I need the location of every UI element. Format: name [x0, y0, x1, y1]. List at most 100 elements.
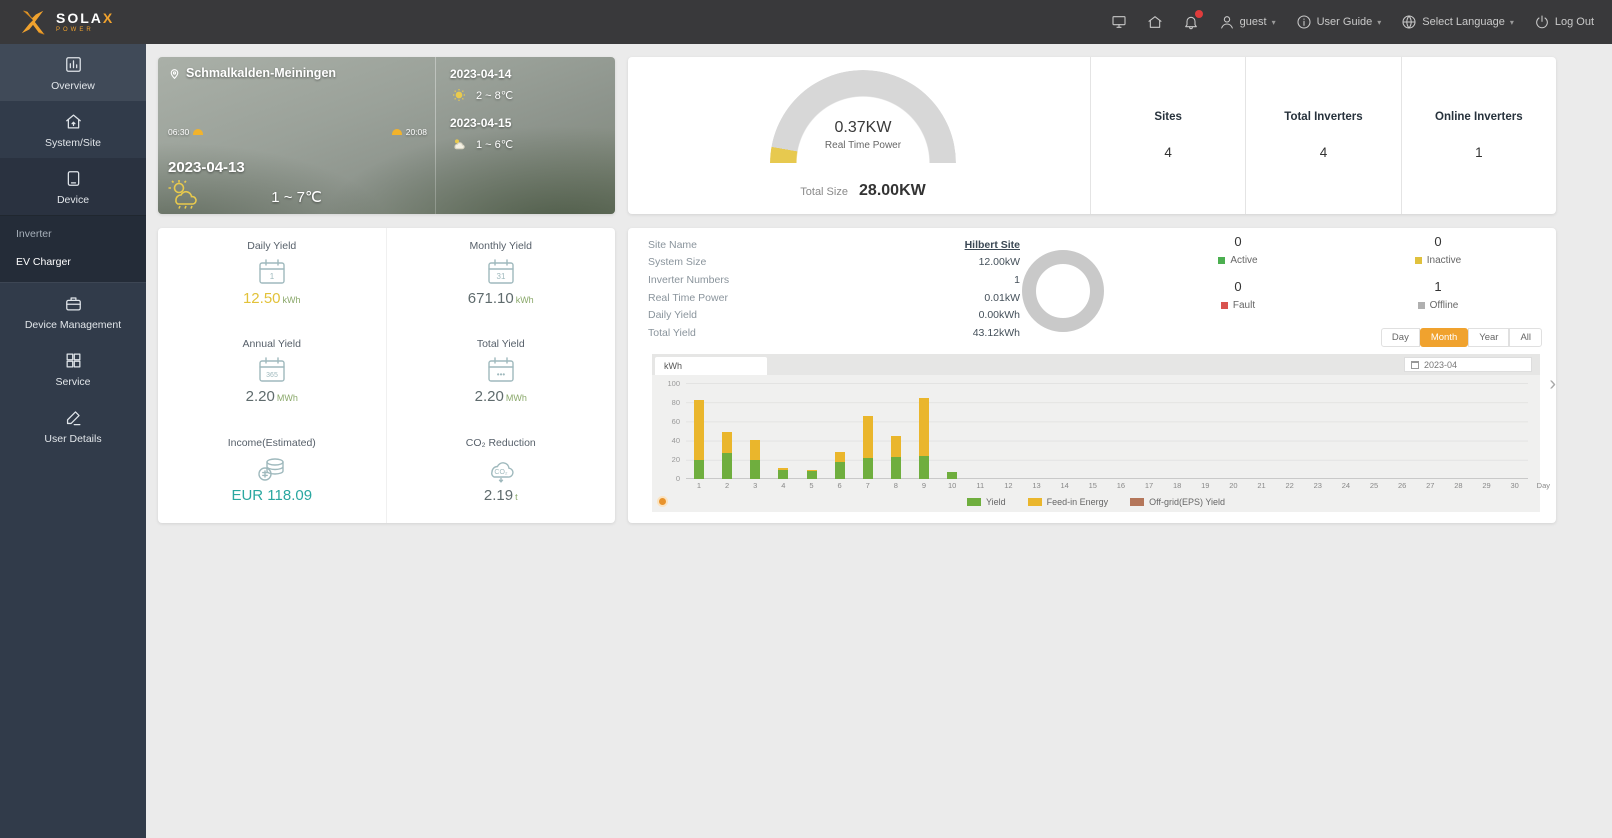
yield-value: 671.10 kWh	[387, 290, 616, 307]
tab-all[interactable]: All	[1509, 328, 1542, 347]
date-picker[interactable]: 2023-04	[1404, 357, 1532, 372]
topbar: SOLAX POWER guest ▾ User Guide ▾ Select …	[0, 0, 1612, 44]
legend-text: Feed-in Energy	[1046, 497, 1109, 507]
status-donut-chart	[1022, 250, 1104, 332]
bar-day-9	[919, 383, 929, 479]
logout-button[interactable]: Log Out	[1534, 14, 1594, 30]
status-label: Fault	[1220, 300, 1256, 311]
bar-day-12	[1003, 383, 1013, 479]
sunrise-sunset: 06:30 20:08	[168, 127, 427, 137]
bar-day-20	[1228, 383, 1238, 479]
x-tick-label: 26	[1397, 481, 1407, 490]
slider-handle-icon[interactable]	[657, 496, 668, 507]
chart-legend: Yield Feed-in Energy Off-grid(EPS) Yield	[652, 497, 1540, 507]
bar-day-21	[1257, 383, 1267, 479]
device-management-icon	[64, 294, 83, 313]
site-info-row: Daily Yield 0.00kWh	[648, 306, 1020, 324]
stat-value: 4	[1319, 145, 1328, 160]
sidebar-item-user-details[interactable]: User Details	[0, 397, 146, 454]
sidebar-item-service[interactable]: Service	[0, 340, 146, 397]
user-guide-menu[interactable]: User Guide ▾	[1296, 14, 1382, 30]
sidebar-item-device[interactable]: Device	[0, 158, 146, 216]
legend-color-square	[1130, 498, 1145, 506]
legend-text: Off-grid(EPS) Yield	[1149, 497, 1226, 507]
yield-label: Total Yield	[476, 338, 525, 351]
stat-value: 4	[1164, 145, 1172, 160]
site-info-value: 0.01kW	[984, 291, 1020, 304]
bar-day-30	[1510, 383, 1520, 479]
sidebar-item-label: User Details	[44, 433, 102, 445]
yield-cell-daily-yield: Daily Yield 1 12.50 kWh	[158, 228, 387, 327]
svg-text:31: 31	[496, 272, 505, 281]
tab-day[interactable]: Day	[1380, 328, 1420, 347]
bar-day-8	[890, 383, 901, 479]
summary-card: 0.37KW Real Time Power Total Size 28.00K…	[628, 57, 1556, 214]
bar-segment-yield	[919, 455, 929, 479]
sidebar-item-overview[interactable]: Overview	[0, 44, 146, 101]
brand-logo[interactable]: SOLAX POWER	[18, 7, 114, 37]
next-chevron-icon[interactable]: ›	[1549, 373, 1556, 395]
x-tick-label: 10	[947, 481, 957, 490]
tab-year[interactable]: Year	[1468, 328, 1510, 347]
site-info-label: Real Time Power	[648, 291, 728, 304]
chevron-down-icon: ▾	[1377, 17, 1382, 27]
site-info-row: System Size 12.00kW	[648, 254, 1020, 272]
submenu-item-ev-charger[interactable]: EV Charger	[16, 256, 71, 268]
y-axis: 100 80 60 40 20 0	[660, 379, 680, 483]
site-name-link[interactable]: Hilbert Site	[964, 238, 1020, 251]
site-info-label: Total Yield	[648, 326, 696, 339]
topbar-menu: guest ▾ User Guide ▾ Select Language ▾ L…	[1111, 10, 1594, 30]
yield-number: 12.50	[242, 290, 281, 307]
bar-day-6	[834, 383, 845, 479]
plot-area	[686, 383, 1528, 479]
weather-date: 2023-04-13	[168, 159, 245, 176]
sidebar: Overview System/Site Device Inverter EV Char…	[0, 44, 146, 838]
y-tick-label: 80	[671, 398, 680, 407]
sunset-time: 20:08	[388, 127, 427, 137]
legend-color-square	[1027, 498, 1042, 506]
forecast-row: 2023-04-14 2 ~ 8℃	[450, 67, 514, 102]
bar-day-13	[1032, 383, 1042, 479]
status-text: Fault	[1232, 300, 1256, 311]
unit-tab[interactable]: kWh	[655, 357, 767, 375]
sunrise-icon	[193, 129, 204, 135]
user-menu[interactable]: guest ▾	[1219, 14, 1276, 30]
yield-cell-income-estimated-: Income(Estimated) EUR 118.09	[158, 424, 387, 523]
status-text: Active	[1230, 255, 1258, 266]
legend-item-yield: Yield	[966, 497, 1006, 507]
y-tick-label: 20	[671, 455, 680, 464]
yield-unit: t	[515, 491, 518, 502]
status-color-square	[1220, 302, 1228, 309]
bar-day-3	[750, 383, 761, 479]
submenu-item-inverter[interactable]: Inverter	[16, 228, 52, 240]
x-tick-label: 9	[921, 481, 927, 490]
notification-badge	[1194, 10, 1203, 18]
sidebar-item-label: System/Site	[44, 137, 102, 149]
bell-icon[interactable]	[1183, 10, 1203, 30]
x-tick-label: 11	[976, 481, 985, 490]
language-menu[interactable]: Select Language ▾	[1401, 14, 1514, 30]
tab-month[interactable]: Month	[1419, 328, 1469, 347]
sidebar-item-label: Service	[55, 376, 91, 388]
sidebar-item-device-management[interactable]: Device Management	[0, 283, 146, 340]
bar-day-27	[1425, 383, 1435, 479]
weather-location: Schmalkalden-Meiningen	[168, 66, 336, 80]
yield-unit: kWh	[282, 295, 301, 305]
site-info-label: Daily Yield	[648, 309, 698, 322]
sidebar-item-system-site[interactable]: System/Site	[0, 101, 146, 158]
status-label: Active	[1218, 255, 1258, 266]
bar-day-29	[1482, 383, 1492, 479]
home-icon[interactable]	[1147, 14, 1163, 30]
yield-label: Monthly Yield	[469, 240, 532, 252]
yield-value: 2.20 MWh	[387, 388, 616, 405]
bar-day-11	[975, 383, 985, 479]
site-panel-card: Site Name Hilbert Site System Size 12.00kW I…	[628, 228, 1556, 523]
forecast-row: 2023-04-15 1 ~ 6℃	[450, 116, 514, 151]
y-tick-label: 0	[675, 474, 680, 483]
calendar-year-icon: 365	[254, 355, 290, 385]
screen-icon[interactable]	[1111, 14, 1127, 30]
stat-label: Total Inverters	[1284, 111, 1363, 123]
site-info-label: Inverter Numbers	[648, 273, 730, 286]
weather-temp: 1 ~ 7℃	[271, 189, 322, 206]
site-info-value: 12.00kW	[978, 256, 1020, 269]
